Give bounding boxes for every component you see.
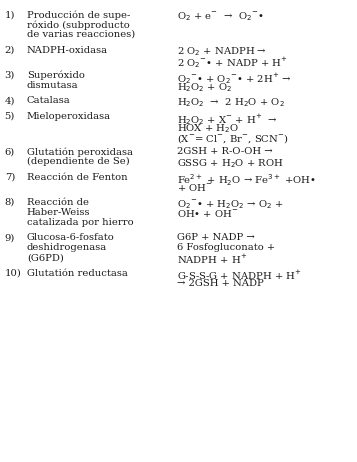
Text: H$_2$O$_2$ + X$^{-}$ + H$^{+}$  →: H$_2$O$_2$ + X$^{-}$ + H$^{+}$ → <box>177 112 278 127</box>
Text: 1): 1) <box>5 10 15 19</box>
Text: Fe$^{2+}$ + H$_2$O → Fe$^{3+}$ +OH•: Fe$^{2+}$ + H$_2$O → Fe$^{3+}$ +OH• <box>177 172 316 188</box>
Text: 6): 6) <box>5 147 15 156</box>
Text: G6P + NADP →: G6P + NADP → <box>177 233 255 242</box>
Text: 4): 4) <box>5 96 15 105</box>
Text: O$_2$$^{-}$• + O$_2$$^{-}$• + 2H$^{+}$ →: O$_2$$^{-}$• + O$_2$$^{-}$• + 2H$^{+}$ → <box>177 71 292 86</box>
Text: 8): 8) <box>5 198 15 207</box>
Text: 9): 9) <box>5 233 15 242</box>
Text: (dependiente de Se): (dependiente de Se) <box>27 157 130 166</box>
Text: Glucosa-6-fosfato: Glucosa-6-fosfato <box>27 233 115 242</box>
Text: H$_2$O$_2$  →  2 H$_2$O + O$_2$: H$_2$O$_2$ → 2 H$_2$O + O$_2$ <box>177 96 285 109</box>
Text: 2 O$_2$ + NADPH →: 2 O$_2$ + NADPH → <box>177 46 267 58</box>
Text: Catalasa: Catalasa <box>27 96 71 105</box>
Text: Mieloperoxidasa: Mieloperoxidasa <box>27 112 111 121</box>
Text: 3): 3) <box>5 71 15 80</box>
Text: OH• + OH$^{-}$: OH• + OH$^{-}$ <box>177 208 239 219</box>
Text: 5): 5) <box>5 112 15 121</box>
Text: 2 O$_2$$^{-}$• + NADP + H$^{+}$: 2 O$_2$$^{-}$• + NADP + H$^{+}$ <box>177 55 288 70</box>
Text: 2): 2) <box>5 46 15 55</box>
Text: de varias reacciones): de varias reacciones) <box>27 30 135 39</box>
Text: H$_2$O$_2$ + O$_2$: H$_2$O$_2$ + O$_2$ <box>177 81 233 94</box>
Text: → 2GSH + NADP: → 2GSH + NADP <box>177 279 264 287</box>
Text: Reacción de Fenton: Reacción de Fenton <box>27 172 127 182</box>
Text: dismutasa: dismutasa <box>27 81 79 90</box>
Text: + OH$^{-}$: + OH$^{-}$ <box>177 182 213 194</box>
Text: deshidrogenasa: deshidrogenasa <box>27 243 107 252</box>
Text: róxido (subproducto: róxido (subproducto <box>27 20 130 30</box>
Text: Glutatión peroxidasa: Glutatión peroxidasa <box>27 147 133 157</box>
Text: catalizada por hierro: catalizada por hierro <box>27 218 134 227</box>
Text: (X$^{-}$= Cl$^{-}$, Br$^{-}$, SCN$^{-}$): (X$^{-}$= Cl$^{-}$, Br$^{-}$, SCN$^{-}$) <box>177 132 289 145</box>
Text: (G6PD): (G6PD) <box>27 253 64 262</box>
Text: NADPH-oxidasa: NADPH-oxidasa <box>27 46 108 55</box>
Text: O$_2$ + e$^{-}$  →  O$_2$$^{-}$•: O$_2$ + e$^{-}$ → O$_2$$^{-}$• <box>177 10 264 23</box>
Text: Superóxido: Superóxido <box>27 71 85 80</box>
Text: Glutatión reductasa: Glutatión reductasa <box>27 268 128 278</box>
Text: HOX + H$_2$O: HOX + H$_2$O <box>177 122 239 134</box>
Text: NADPH + H$^{+}$: NADPH + H$^{+}$ <box>177 253 248 266</box>
Text: 2GSH + R-O-OH →: 2GSH + R-O-OH → <box>177 147 273 156</box>
Text: 10): 10) <box>5 268 21 278</box>
Text: O$_2$$^{-}$• + H$_2$O$_2$ → O$_2$ +: O$_2$$^{-}$• + H$_2$O$_2$ → O$_2$ + <box>177 198 284 211</box>
Text: Producción de supe-: Producción de supe- <box>27 10 130 20</box>
Text: 6 Fosfogluconato +: 6 Fosfogluconato + <box>177 243 276 252</box>
Text: 7): 7) <box>5 172 15 182</box>
Text: GSSG + H$_2$O + ROH: GSSG + H$_2$O + ROH <box>177 157 284 170</box>
Text: Reacción de: Reacción de <box>27 198 89 207</box>
Text: G-S-S-G + NADPH + H$^{+}$: G-S-S-G + NADPH + H$^{+}$ <box>177 268 302 282</box>
Text: Haber-Weiss: Haber-Weiss <box>27 208 90 217</box>
